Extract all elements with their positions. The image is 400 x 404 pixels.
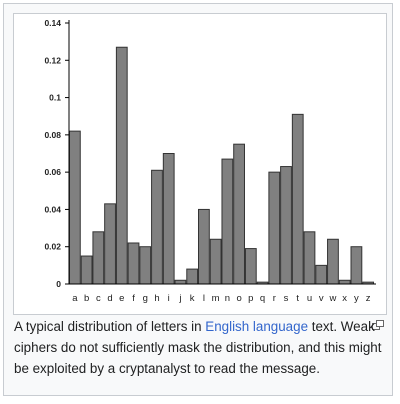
- x-tick-label-n: n: [225, 293, 230, 304]
- bar-l: [198, 208, 210, 285]
- x-tick-label-e: e: [119, 293, 124, 304]
- x-tick-label-t: t: [296, 293, 299, 304]
- x-tick-label-f: f: [132, 293, 135, 304]
- bar-c: [92, 231, 105, 285]
- bar-i: [162, 153, 175, 285]
- bar-r: [268, 171, 281, 285]
- figure-caption: A typical distribution of letters in Eng…: [14, 316, 384, 379]
- bar-e: [115, 46, 128, 285]
- bar-p: [244, 248, 257, 285]
- chart-panel[interactable]: 0 0.02 0.04 0.06 0.08 0.1 0.12 0.14 a b c d e f g h i j k l…: [13, 13, 387, 315]
- magnify-icon[interactable]: [372, 320, 384, 330]
- bar-g: [139, 246, 152, 285]
- x-tick-label-j: j: [178, 293, 181, 304]
- bar-n: [221, 158, 234, 285]
- bar-s: [280, 166, 292, 285]
- bar-x: [338, 279, 351, 285]
- bar-y: [350, 246, 363, 285]
- x-tick-label-k: k: [190, 293, 195, 304]
- x-tick-label-x: x: [342, 293, 347, 304]
- bar-k: [186, 268, 199, 285]
- x-tick-label-q: q: [260, 293, 265, 304]
- y-tick-label: 0.08: [44, 130, 61, 140]
- x-tick-label-v: v: [319, 293, 324, 304]
- english-language-link[interactable]: English language: [205, 319, 309, 334]
- bar-v: [315, 264, 328, 285]
- y-tick-label: 0.06: [44, 167, 61, 177]
- x-tick-label-p: p: [248, 293, 253, 304]
- x-tick-label-a: a: [72, 293, 78, 304]
- bar-b: [80, 255, 93, 285]
- bar-m: [209, 238, 222, 285]
- x-tick-label-l: l: [203, 293, 205, 304]
- x-tick-label-h: h: [154, 293, 159, 304]
- bar-u: [303, 231, 316, 285]
- x-tick-label-g: g: [143, 293, 148, 304]
- y-tick-label: 0.1: [49, 93, 61, 103]
- bar-w: [327, 238, 339, 285]
- y-tick-label: 0.02: [44, 242, 61, 252]
- letter-frequency-chart: 0 0.02 0.04 0.06 0.08 0.1 0.12 0.14 a b c d e f g h i j k l…: [44, 18, 376, 304]
- bar-d: [104, 203, 116, 285]
- y-tick-label: 0.14: [44, 18, 61, 28]
- x-tick-label-z: z: [366, 293, 371, 304]
- x-tick-label-d: d: [107, 293, 112, 304]
- bar-j: [174, 279, 187, 285]
- bar-a: [68, 130, 81, 285]
- x-tick-label-c: c: [96, 293, 101, 304]
- y-tick-label: 0.04: [44, 204, 61, 214]
- bar-t: [291, 113, 304, 285]
- x-tick-label-o: o: [236, 293, 241, 304]
- caption-text-end: text. Weak ciphers do not sufficiently m…: [14, 319, 382, 376]
- y-tick-label: 0: [56, 279, 61, 289]
- figure-frame: 0 0.02 0.04 0.06 0.08 0.1 0.12 0.14 a b c d e f g h i j k l…: [3, 3, 393, 396]
- x-tick-label-s: s: [284, 293, 289, 304]
- x-tick-label-r: r: [273, 293, 276, 304]
- x-tick-label-y: y: [354, 293, 359, 304]
- x-tick-label-m: m: [212, 293, 220, 304]
- x-tick-label-w: w: [329, 293, 337, 304]
- y-tick-label: 0.12: [44, 55, 61, 65]
- caption-text-start: A typical distribution of letters in: [14, 319, 206, 334]
- x-tick-label-u: u: [307, 293, 312, 304]
- bar-h: [151, 169, 163, 285]
- x-tick-label-i: i: [168, 293, 170, 304]
- bar-f: [127, 242, 140, 285]
- x-tick-label-b: b: [84, 293, 89, 304]
- bar-o: [233, 143, 245, 285]
